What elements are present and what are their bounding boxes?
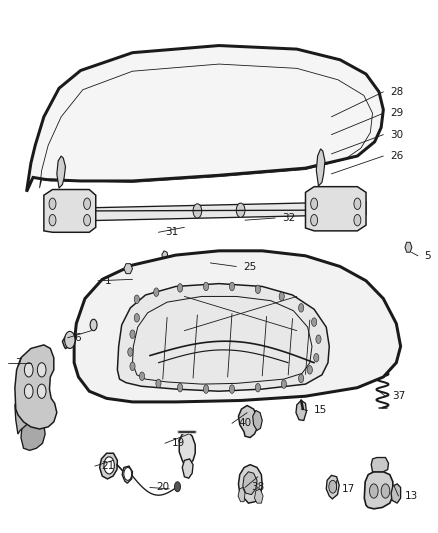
Polygon shape <box>253 410 262 431</box>
Text: 20: 20 <box>156 482 170 492</box>
Polygon shape <box>243 472 257 495</box>
Polygon shape <box>57 156 66 188</box>
Text: 26: 26 <box>390 151 403 161</box>
Text: 17: 17 <box>342 484 356 494</box>
Circle shape <box>84 214 91 226</box>
Text: 32: 32 <box>282 213 295 223</box>
Circle shape <box>128 348 133 356</box>
Polygon shape <box>405 243 412 252</box>
Circle shape <box>177 284 183 292</box>
Circle shape <box>329 480 337 493</box>
Circle shape <box>130 330 135 338</box>
Polygon shape <box>27 45 383 192</box>
Polygon shape <box>117 284 329 391</box>
Circle shape <box>90 319 97 330</box>
Circle shape <box>37 384 46 398</box>
Circle shape <box>124 467 132 480</box>
Circle shape <box>311 318 317 326</box>
Circle shape <box>203 282 208 290</box>
Text: 38: 38 <box>251 482 265 492</box>
Text: 7: 7 <box>15 358 21 368</box>
Circle shape <box>49 214 56 226</box>
Polygon shape <box>46 201 366 222</box>
Polygon shape <box>364 472 393 509</box>
Polygon shape <box>15 345 57 429</box>
Circle shape <box>174 482 180 492</box>
Polygon shape <box>15 391 48 434</box>
Polygon shape <box>238 406 258 438</box>
Circle shape <box>354 198 361 209</box>
Circle shape <box>281 380 286 389</box>
Circle shape <box>354 214 361 226</box>
Text: 29: 29 <box>390 108 403 118</box>
Circle shape <box>25 363 33 377</box>
Text: 19: 19 <box>171 438 185 448</box>
Polygon shape <box>74 251 401 402</box>
Text: 13: 13 <box>405 491 418 501</box>
Circle shape <box>193 204 202 218</box>
Text: 37: 37 <box>392 391 405 401</box>
Polygon shape <box>63 324 97 349</box>
Circle shape <box>255 285 261 294</box>
Circle shape <box>299 304 304 312</box>
Polygon shape <box>238 465 262 503</box>
Circle shape <box>154 288 159 296</box>
Text: 31: 31 <box>165 227 178 237</box>
Circle shape <box>381 484 390 498</box>
Text: 25: 25 <box>243 262 256 271</box>
Circle shape <box>134 295 139 304</box>
Circle shape <box>316 335 321 343</box>
Polygon shape <box>296 400 306 421</box>
Circle shape <box>177 383 183 392</box>
Circle shape <box>156 379 161 387</box>
Circle shape <box>255 383 261 392</box>
Circle shape <box>230 385 235 393</box>
Circle shape <box>307 366 312 374</box>
Polygon shape <box>326 475 339 499</box>
Polygon shape <box>21 420 45 450</box>
Polygon shape <box>254 489 263 503</box>
Circle shape <box>84 198 91 209</box>
Polygon shape <box>238 488 245 502</box>
Circle shape <box>203 385 208 393</box>
Circle shape <box>311 198 318 209</box>
Polygon shape <box>316 149 325 186</box>
Circle shape <box>65 332 75 349</box>
Polygon shape <box>391 484 401 503</box>
Circle shape <box>370 484 378 498</box>
Polygon shape <box>122 466 133 483</box>
Polygon shape <box>124 264 133 273</box>
Polygon shape <box>179 432 195 465</box>
Text: 28: 28 <box>390 87 403 97</box>
Circle shape <box>37 363 46 377</box>
Circle shape <box>311 214 318 226</box>
Polygon shape <box>305 187 366 231</box>
Circle shape <box>279 292 284 301</box>
Circle shape <box>49 198 56 209</box>
Circle shape <box>25 384 33 398</box>
Text: 5: 5 <box>424 251 431 261</box>
Circle shape <box>104 457 114 474</box>
Polygon shape <box>162 251 168 261</box>
Polygon shape <box>100 453 117 479</box>
Text: 30: 30 <box>390 130 403 140</box>
Circle shape <box>236 203 245 217</box>
Circle shape <box>139 372 145 381</box>
Circle shape <box>130 362 135 370</box>
Polygon shape <box>182 459 193 478</box>
Circle shape <box>299 374 304 383</box>
Circle shape <box>314 353 319 362</box>
Text: 15: 15 <box>314 406 327 416</box>
Text: 1: 1 <box>104 276 111 286</box>
Text: 40: 40 <box>238 418 251 429</box>
Text: 6: 6 <box>74 333 81 343</box>
Circle shape <box>134 313 139 322</box>
Text: 21: 21 <box>101 461 115 471</box>
Polygon shape <box>44 190 96 232</box>
Polygon shape <box>371 457 389 472</box>
Circle shape <box>230 282 235 290</box>
